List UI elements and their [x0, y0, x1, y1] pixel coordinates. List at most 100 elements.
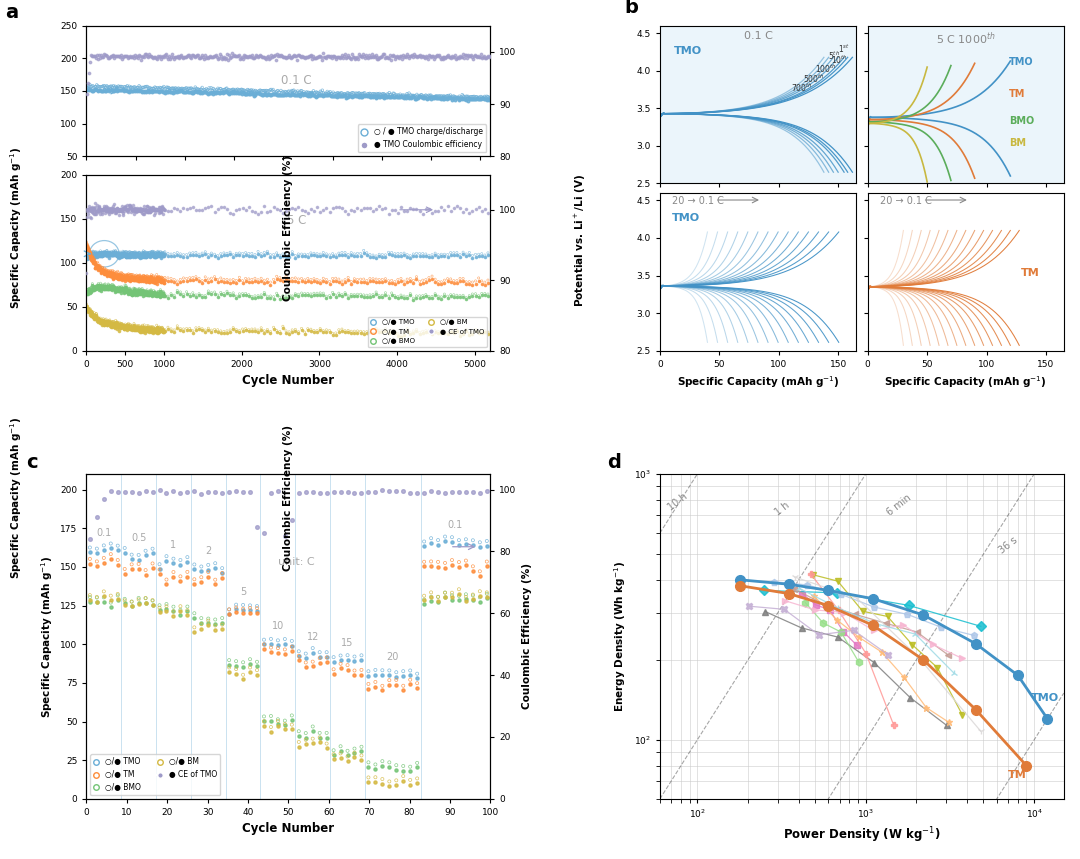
- Point: [178, 570, 195, 583]
- Point: [141, 247, 159, 261]
- Point: [113, 320, 131, 333]
- Point: [228, 247, 245, 260]
- Point: [423, 291, 441, 305]
- Point: [268, 47, 285, 61]
- Point: [478, 555, 496, 569]
- Point: [162, 82, 179, 95]
- Point: [306, 288, 323, 302]
- Point: [187, 272, 204, 286]
- Point: [247, 48, 265, 62]
- Point: [124, 270, 141, 283]
- Point: [129, 324, 146, 338]
- Point: [138, 274, 156, 288]
- Point: [98, 281, 116, 295]
- Point: [212, 86, 229, 100]
- Point: [228, 49, 245, 63]
- Point: [192, 570, 210, 584]
- Point: [380, 755, 397, 769]
- Point: [237, 271, 254, 285]
- Point: [332, 751, 349, 765]
- Point: [311, 651, 328, 665]
- Point: [140, 284, 158, 298]
- Point: [355, 325, 373, 338]
- Point: [113, 249, 131, 263]
- Point: [78, 251, 95, 265]
- Point: [135, 321, 152, 335]
- Point: [140, 271, 158, 285]
- Point: [328, 89, 346, 103]
- Point: [318, 731, 335, 745]
- Point: [144, 247, 161, 261]
- Point: [113, 267, 131, 281]
- Point: [95, 245, 112, 259]
- Point: [374, 272, 391, 286]
- Point: [422, 88, 440, 102]
- Point: [324, 271, 341, 285]
- Point: [340, 88, 357, 102]
- Point: [151, 49, 168, 63]
- Point: [105, 269, 122, 283]
- Point: [438, 247, 456, 261]
- Point: [113, 320, 131, 334]
- Point: [138, 205, 156, 219]
- Point: [107, 247, 124, 260]
- Point: [349, 89, 366, 103]
- Point: [91, 203, 108, 216]
- Point: [336, 47, 353, 61]
- Point: [380, 678, 397, 691]
- Point: [137, 596, 154, 610]
- Point: [95, 281, 112, 295]
- Point: [307, 52, 324, 65]
- Point: [129, 288, 146, 302]
- Point: [409, 88, 427, 102]
- Point: [154, 288, 172, 302]
- Point: [380, 668, 397, 682]
- Point: [82, 251, 99, 265]
- Point: [139, 320, 157, 334]
- Point: [444, 553, 461, 567]
- Point: [429, 89, 446, 103]
- Point: [420, 326, 437, 339]
- Point: [222, 86, 240, 100]
- Point: [190, 289, 207, 302]
- Point: [123, 248, 140, 262]
- Point: [267, 88, 284, 101]
- Point: [129, 249, 146, 263]
- Point: [114, 247, 132, 260]
- Point: [80, 241, 97, 255]
- Point: [273, 49, 291, 63]
- Point: [143, 320, 160, 333]
- Point: [132, 247, 149, 261]
- Point: [91, 279, 108, 293]
- Point: [259, 244, 276, 258]
- Point: [271, 203, 288, 216]
- Point: [451, 250, 469, 264]
- Point: [107, 204, 124, 218]
- Text: c: c: [26, 453, 38, 472]
- Point: [177, 85, 194, 99]
- Point: [120, 270, 137, 283]
- Point: [414, 91, 431, 105]
- Point: [330, 325, 348, 338]
- Point: [93, 247, 110, 261]
- Point: [185, 82, 202, 96]
- Point: [374, 290, 391, 304]
- Point: [126, 323, 144, 337]
- Point: [374, 484, 391, 497]
- Point: [227, 49, 244, 63]
- Point: [129, 286, 146, 300]
- Point: [461, 49, 478, 63]
- Point: [145, 247, 162, 261]
- Point: [132, 320, 149, 334]
- Point: [350, 86, 367, 100]
- Point: [104, 268, 121, 282]
- Point: [242, 49, 259, 63]
- Point: [194, 84, 212, 98]
- Point: [400, 88, 417, 102]
- Point: [246, 247, 264, 261]
- Point: [455, 326, 472, 339]
- Point: [134, 289, 151, 302]
- Point: [321, 205, 338, 219]
- Point: [399, 204, 416, 218]
- Point: [132, 274, 149, 288]
